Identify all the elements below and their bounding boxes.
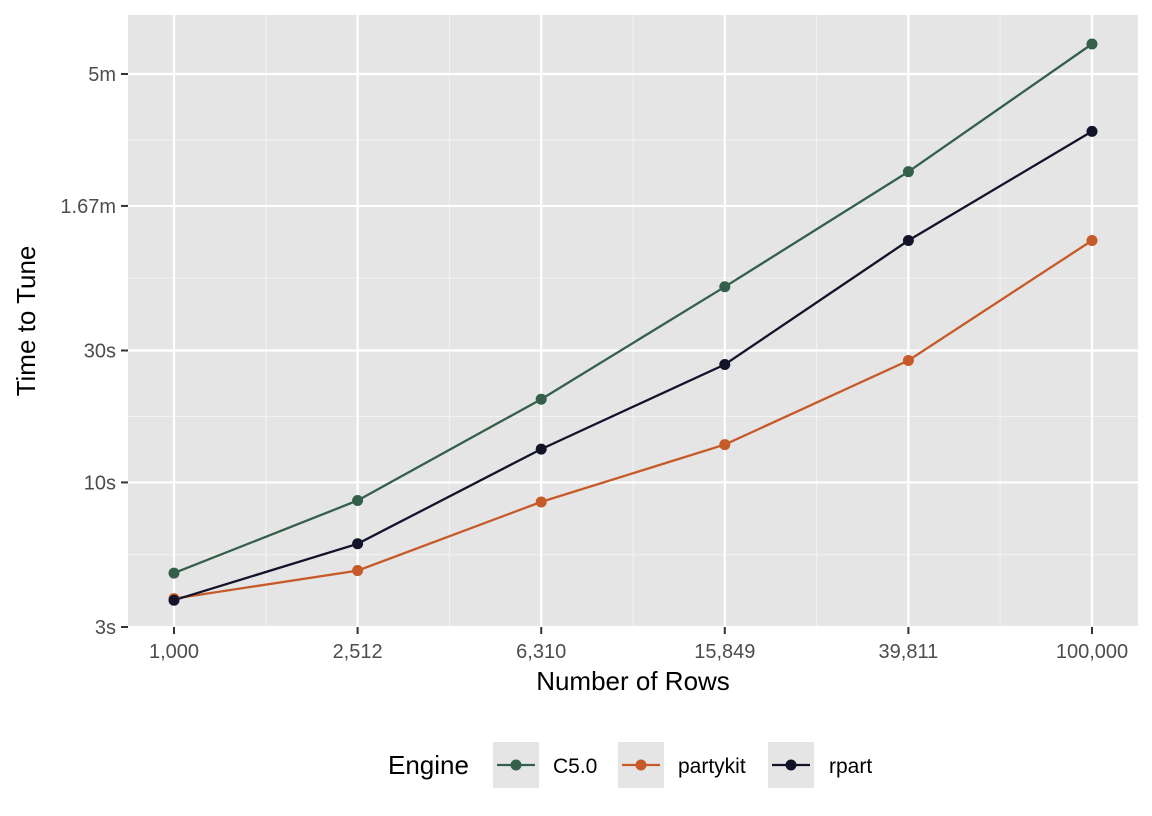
legend-items: C5.0 partykit rpart: [493, 742, 872, 788]
y-tick-label: 5m: [88, 64, 116, 86]
x-tick-label: 100,000: [1056, 641, 1128, 663]
y-tick-label: 30s: [84, 341, 116, 363]
data-point-c5-0: [902, 166, 914, 178]
x-axis-title: Number of Rows: [536, 666, 730, 696]
legend-label-c5-0: C5.0: [553, 755, 597, 778]
x-tick-label: 6,310: [516, 641, 566, 663]
data-point-c5-0: [719, 281, 731, 293]
data-point-c5-0: [1086, 38, 1098, 50]
data-point-c5-0: [168, 567, 180, 579]
data-point-rpart: [352, 538, 364, 550]
series-points: [168, 38, 1098, 606]
legend-title: Engine: [388, 750, 469, 780]
data-point-c5-0: [352, 495, 364, 507]
axis-ticks: [121, 73, 1093, 634]
data-point-partykit: [902, 355, 914, 367]
data-point-rpart: [168, 594, 180, 606]
minor-gridlines: [128, 15, 1138, 627]
data-point-rpart: [902, 234, 914, 246]
legend: Engine C5.0 partykit rpart: [388, 742, 872, 788]
x-tick-label: 1,000: [149, 641, 199, 663]
series-line-rpart: [173, 130, 1093, 602]
data-point-partykit: [719, 439, 731, 451]
y-axis-title: Time to Tune: [11, 246, 41, 397]
data-point-rpart: [535, 443, 547, 455]
x-tick-label: 15,849: [694, 641, 755, 663]
legend-label-rpart: rpart: [829, 755, 872, 778]
series-line-c5-0: [173, 43, 1093, 575]
data-point-partykit: [1086, 234, 1098, 246]
y-tick-label: 1.67m: [60, 196, 116, 218]
series-line-partykit: [173, 239, 1093, 600]
legend-point-partykit: [635, 759, 647, 771]
series-lines: [173, 43, 1093, 602]
data-point-partykit: [352, 565, 364, 577]
x-axis-tick-labels: 1,000 2,512 6,310 15,849 39,811 100,000: [149, 641, 1128, 663]
y-tick-label: 10s: [84, 472, 116, 494]
data-point-rpart: [719, 358, 731, 370]
x-tick-label: 39,811: [879, 641, 939, 663]
data-point-partykit: [535, 496, 547, 508]
y-tick-label: 3s: [95, 617, 116, 639]
x-tick-label: 2,512: [333, 641, 383, 663]
data-point-rpart: [1086, 125, 1098, 137]
legend-point-rpart: [785, 759, 797, 771]
major-gridlines: [128, 15, 1138, 629]
legend-label-partykit: partykit: [678, 755, 746, 778]
data-point-c5-0: [535, 393, 547, 405]
legend-point-c5-0: [510, 759, 522, 771]
y-axis-tick-labels: 3s 10s 30s 1.67m 5m: [60, 64, 116, 639]
